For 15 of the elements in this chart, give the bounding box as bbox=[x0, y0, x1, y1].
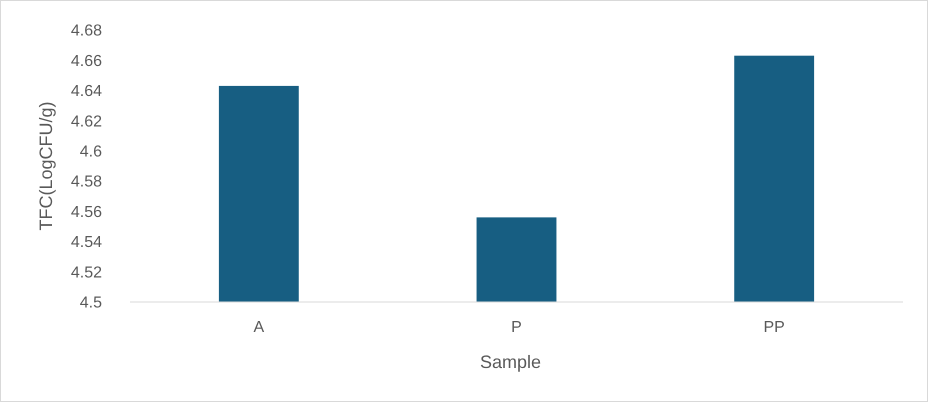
y-tick-label: 4.5 bbox=[80, 294, 102, 312]
x-tick-label: PP bbox=[763, 319, 785, 336]
x-axis-title: Sample bbox=[480, 352, 542, 372]
y-tick-label: 4.56 bbox=[70, 204, 102, 221]
y-axis-title: TFC(LogCFU/g) bbox=[36, 101, 56, 231]
y-tick-label: 4.64 bbox=[70, 83, 102, 100]
y-tick-label: 4.68 bbox=[70, 22, 102, 40]
y-tick-label: 4.52 bbox=[70, 264, 102, 282]
y-tick-label: 4.54 bbox=[70, 234, 102, 252]
x-tick-label: A bbox=[253, 319, 264, 336]
y-tick-label: 4.66 bbox=[70, 52, 102, 70]
y-tick-label: 4.6 bbox=[80, 143, 102, 160]
y-tick-label: 4.62 bbox=[70, 113, 102, 130]
y-tick-label: 4.58 bbox=[70, 174, 102, 191]
x-tick-label: P bbox=[511, 319, 522, 336]
